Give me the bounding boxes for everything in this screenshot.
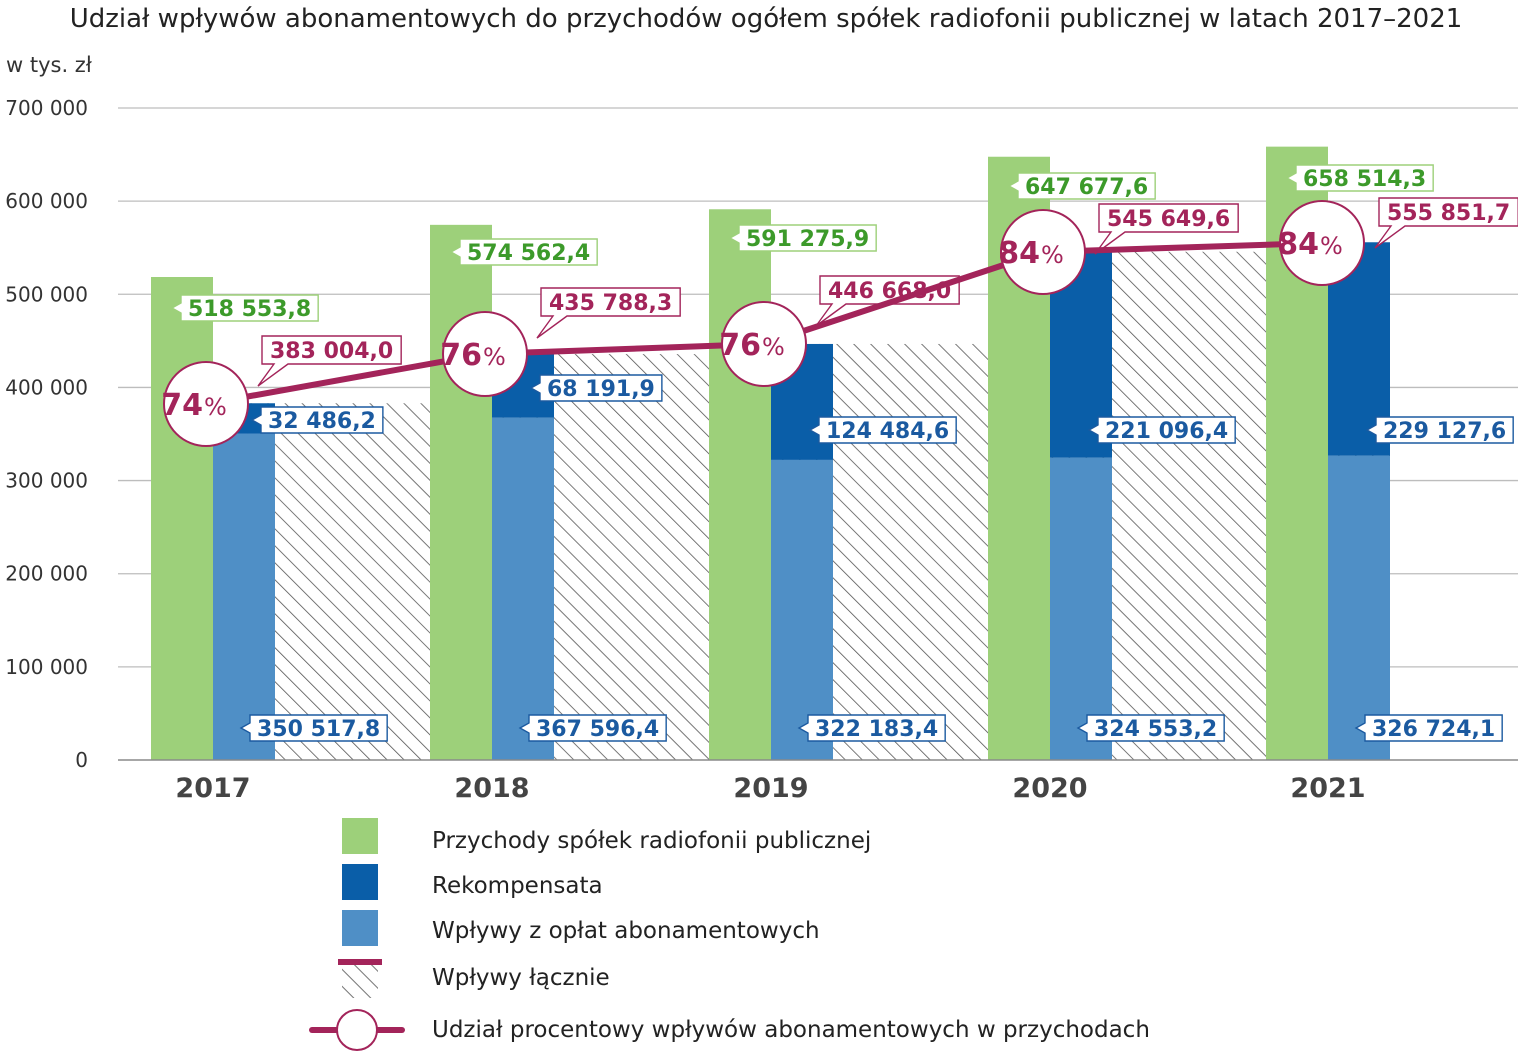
compensation-value-label-box [1365, 416, 1514, 444]
total-value-label: 545 649,6 [1107, 207, 1230, 232]
revenue-value-label-box [728, 224, 877, 252]
revenue-value-label: 658 514,3 [1303, 167, 1426, 192]
legend-swatch-compensation [342, 864, 378, 900]
total-value-label: 383 004,0 [270, 339, 393, 364]
revenue-value-label-box [449, 238, 598, 266]
compensation-value-label: 32 486,2 [268, 409, 376, 434]
percent-sign: % [1320, 232, 1343, 260]
percent-value: 76 [440, 338, 482, 373]
fees-value-label: 326 724,1 [1372, 717, 1495, 742]
revenue-value-label: 574 562,4 [467, 241, 590, 266]
legend-swatch-total-hatch [342, 960, 378, 998]
y-tick-label: 400 000 [5, 375, 88, 399]
legend-label: Wpływy z opłat abonamentowych [432, 918, 820, 944]
percent-marker-circle [721, 301, 807, 387]
legend: Przychody spółek radiofonii publicznej Re… [309, 818, 1150, 1051]
percent-marker-circle [442, 311, 528, 397]
percent-value: 76 [719, 328, 761, 363]
legend-label: Przychody spółek radiofonii publicznej [432, 828, 871, 854]
revenue-bar [430, 224, 492, 760]
fees-value-label-box [1076, 714, 1225, 742]
revenue-bar [151, 277, 213, 760]
compensation-value-label: 124 484,6 [826, 419, 949, 444]
percent-marker-circle [163, 361, 249, 447]
fees-value-label: 350 517,8 [257, 717, 380, 742]
fees-value-label-box [797, 714, 946, 742]
revenue-value-label-box [1007, 172, 1156, 200]
x-axis-ticks: 2017 2018 2019 2020 2021 [175, 773, 1365, 804]
percent-marker-circle [1000, 209, 1086, 295]
fees-bar [1328, 455, 1390, 760]
y-tick-label: 300 000 [5, 469, 88, 493]
legend-swatch-fees [342, 910, 378, 946]
revenue-value-label: 591 275,9 [746, 227, 869, 252]
legend-label: Wpływy łącznie [432, 965, 610, 991]
compensation-value-label: 68 191,9 [547, 377, 655, 402]
percent-marker-circle [1279, 200, 1365, 286]
compensation-value-label-box [1087, 416, 1236, 444]
chart-title: Udział wpływów abonamentowych do przycho… [70, 4, 1463, 34]
percent-value: 74 [161, 388, 203, 423]
total-value-label: 555 851,7 [1387, 201, 1510, 226]
y-tick-label: 0 [75, 748, 88, 772]
fees-value-label: 367 596,4 [536, 717, 659, 742]
fees-value-label-box [239, 714, 388, 742]
percent-sign: % [1041, 241, 1064, 269]
y-tick-label: 700 000 [5, 96, 88, 120]
revenue-value-label: 518 553,8 [188, 297, 311, 322]
percent-value: 84 [1277, 227, 1319, 262]
compensation-value-label-box [808, 416, 957, 444]
total-value-label-box [1374, 197, 1518, 249]
revenue-bar [709, 209, 771, 760]
revenue-value-label: 647 677,6 [1025, 175, 1148, 200]
percent-sign: % [762, 333, 785, 361]
percent-sign: % [204, 393, 227, 421]
percent-markers: 74 %76% 76 %84% 84% [161, 200, 1365, 447]
total-value-label-box [257, 335, 402, 387]
compensation-value-label-box [250, 406, 384, 434]
fees-value-label-box [518, 714, 667, 742]
legend-swatch-percent-circle [336, 1009, 378, 1051]
x-tick-label: 2019 [733, 773, 808, 804]
x-tick-label: 2018 [454, 773, 529, 804]
y-tick-label: 100 000 [5, 655, 88, 679]
fees-value-label-box [1354, 714, 1503, 742]
revenue-value-label-box [170, 294, 319, 322]
compensation-value-label-box [529, 374, 663, 402]
revenue-value-label-box [1285, 164, 1434, 192]
total-value-label-box [536, 287, 681, 339]
x-tick-label: 2021 [1290, 773, 1365, 804]
y-tick-label: 200 000 [5, 562, 88, 586]
fees-bar [1050, 457, 1112, 760]
total-value-label: 435 788,3 [549, 291, 672, 316]
fees-bar [492, 417, 554, 760]
percent-sign: % [483, 343, 506, 371]
fees-bar [771, 459, 833, 760]
legend-label: Udział procentowy wpływów abonamentowych… [432, 1017, 1150, 1043]
y-tick-label: 500 000 [5, 282, 88, 306]
fees-bar [213, 433, 275, 760]
percent-value: 84 [998, 236, 1040, 271]
total-value-label-box [1094, 203, 1239, 255]
fees-value-label: 322 183,4 [815, 717, 938, 742]
compensation-value-label: 229 127,6 [1383, 419, 1506, 444]
y-axis-ticks: 0 100 000 200 000 300 000 400 000 500 000 600 … [5, 96, 88, 772]
legend-label: Rekompensata [432, 873, 603, 899]
fees-value-label: 324 553,2 [1094, 717, 1217, 742]
x-tick-label: 2017 [175, 773, 250, 804]
legend-swatch-revenue [342, 818, 378, 854]
y-axis-unit-label: w tys. zł [6, 53, 92, 77]
y-tick-label: 600 000 [5, 189, 88, 213]
compensation-value-label: 221 096,4 [1105, 419, 1228, 444]
x-tick-label: 2020 [1012, 773, 1087, 804]
